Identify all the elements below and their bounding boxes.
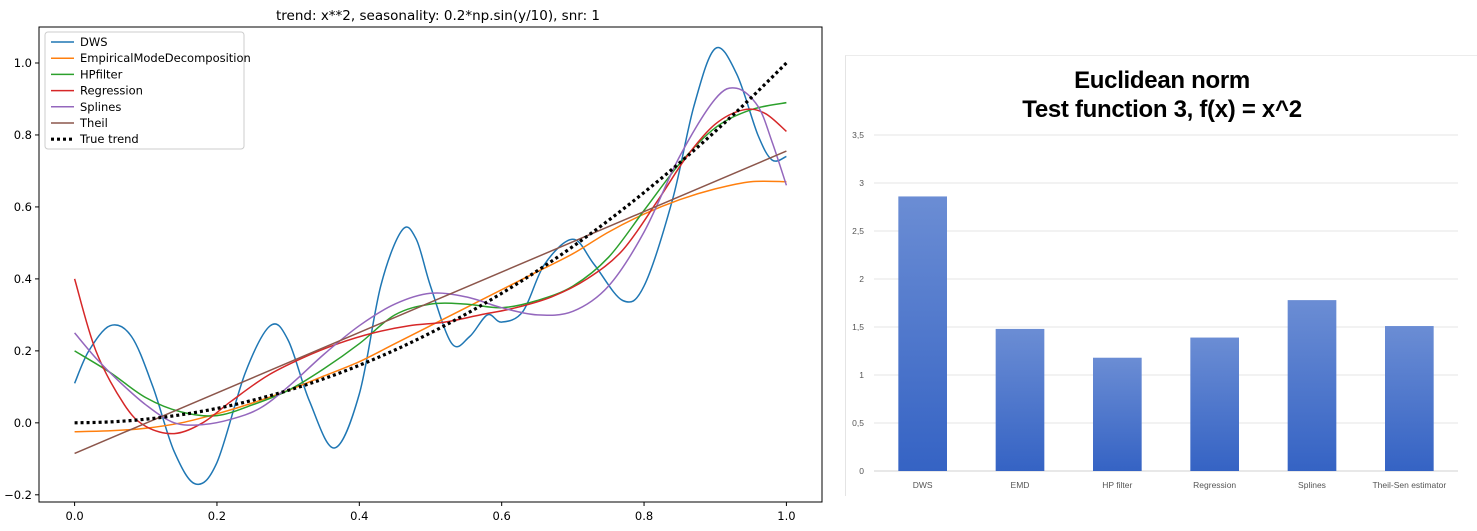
bar-dws	[898, 196, 947, 471]
bar-emd	[995, 328, 1045, 471]
line-y-tick-label: −0.2	[4, 488, 32, 502]
line-x-tick-label: 0.4	[350, 509, 368, 523]
bar-splines	[1287, 300, 1337, 471]
bar-x-tick-label: HP filter	[1102, 480, 1132, 490]
bar-gridlines	[874, 134, 1458, 472]
bar-x-tick-label: DWS	[913, 480, 933, 490]
line-legend-label: EmpiricalModeDecomposition	[80, 51, 251, 65]
bar-y-tick-label: 3,5	[852, 130, 864, 140]
line-legend-label: Regression	[80, 84, 143, 98]
bar-x-tick-label: Theil-Sen estimator	[1372, 480, 1446, 490]
bar-y-tick-label: 0	[859, 466, 864, 476]
line-y-tick-label: 0.2	[14, 344, 32, 358]
line-x-axis: 0.0 0.2 0.4 0.6 0.8 1.0	[65, 502, 796, 523]
bar-chart-title-line-1: Euclidean norm	[1074, 67, 1250, 94]
line-x-tick-label: 1.0	[777, 509, 795, 523]
line-chart: trend: x**2, seasonality: 0.2*np.sin(y/1…	[4, 8, 823, 523]
line-x-tick-label: 0.0	[65, 509, 83, 523]
bar-x-tick-label: EMD	[1011, 480, 1030, 490]
bar-hp-filter	[1093, 357, 1142, 471]
bar-y-tick-label: 2,5	[852, 226, 864, 236]
line-y-axis: −0.2 0.0 0.2 0.4 0.6 0.8 1.0	[4, 56, 39, 502]
line-chart-title: trend: x**2, seasonality: 0.2*np.sin(y/1…	[276, 8, 600, 24]
line-legend-frame	[44, 31, 245, 150]
bar-x-tick-label: Splines	[1298, 480, 1326, 490]
bar-series	[898, 196, 1434, 471]
line-legend: DWS EmpiricalModeDecomposition HPfilter Reg…	[44, 31, 251, 150]
line-legend-label: Splines	[80, 100, 121, 114]
bar-y-tick-label: 3	[859, 178, 864, 188]
bar-chart-title-line-2: Test function 3, f(x) = x^2	[1022, 96, 1302, 123]
bar-chart-panel: 0 0,5 1 1,5 2 2,5 3 3,5 DWS EMD HP filter Regressi…	[845, 55, 1477, 496]
line-y-tick-label: 0.6	[14, 200, 32, 214]
bar-y-tick-label: 1,5	[852, 322, 864, 332]
bar-chart: 0 0,5 1 1,5 2 2,5 3 3,5 DWS EMD HP filter Regressi…	[852, 130, 1458, 490]
line-series-group	[73, 46, 788, 486]
line-x-tick-label: 0.6	[493, 509, 511, 523]
line-legend-label: True trend	[79, 132, 139, 146]
line-series-theil	[74, 150, 787, 455]
line-y-tick-label: 1.0	[14, 56, 32, 70]
bar-x-axis: DWS EMD HP filter Regression Splines Theil-Se…	[913, 480, 1447, 490]
bar-y-tick-label: 1	[859, 370, 864, 380]
line-y-tick-label: 0.0	[14, 416, 32, 430]
bar-y-tick-label: 0,5	[852, 418, 864, 428]
bar-x-tick-label: Regression	[1193, 480, 1236, 490]
bar-y-axis: 0 0,5 1 1,5 2 2,5 3 3,5	[852, 130, 864, 476]
bar-y-tick-label: 2	[859, 274, 864, 284]
line-legend-label: DWS	[80, 35, 108, 49]
line-series-empiricalmodedecomposition	[74, 180, 787, 433]
bar-theil-sen-estimator	[1385, 326, 1434, 471]
bar-regression	[1190, 337, 1239, 471]
line-legend-label: HPfilter	[80, 67, 123, 81]
line-y-tick-label: 0.8	[14, 128, 32, 142]
line-x-tick-label: 0.2	[208, 509, 226, 523]
line-y-tick-label: 0.4	[14, 272, 32, 286]
line-series-splines	[74, 87, 788, 426]
line-x-tick-label: 0.8	[635, 509, 653, 523]
line-series-dws	[73, 46, 787, 486]
line-legend-label: Theil	[79, 116, 108, 130]
